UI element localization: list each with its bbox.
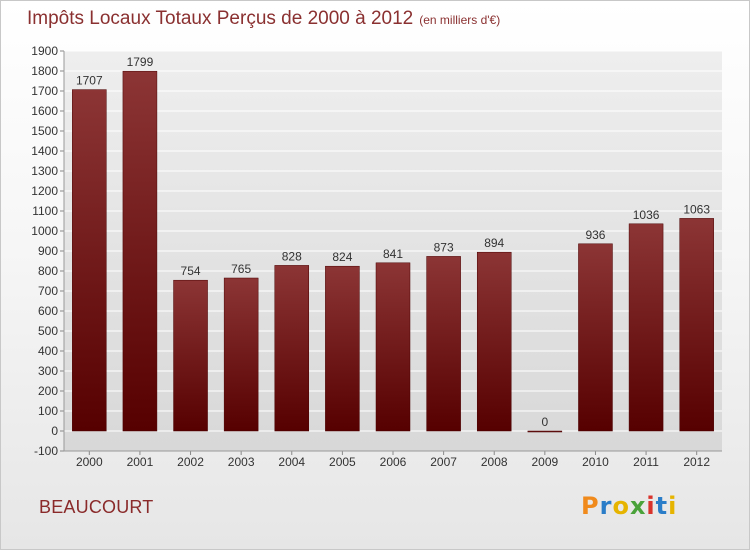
y-tick-label: 300 — [38, 364, 58, 378]
bar-2000 — [72, 89, 107, 432]
data-label-2003: 765 — [231, 262, 251, 276]
data-label-2000: 1707 — [76, 74, 103, 88]
y-tick-label: -100 — [34, 444, 58, 458]
data-label-2007: 873 — [434, 240, 454, 254]
x-tick-label-2007: 2007 — [430, 455, 457, 469]
x-tick-label-2006: 2006 — [380, 455, 407, 469]
location-label: BEAUCOURT — [39, 497, 154, 517]
data-label-2006: 841 — [383, 247, 403, 261]
x-tick-label-2001: 2001 — [127, 455, 154, 469]
bar-2010 — [578, 243, 613, 432]
x-tick-label-2000: 2000 — [76, 455, 103, 469]
bar-2005 — [325, 265, 360, 432]
x-tick-label-2004: 2004 — [278, 455, 305, 469]
chart-unit: (en milliers d'€) — [419, 13, 501, 27]
x-tick-label-2002: 2002 — [177, 455, 204, 469]
data-label-2009: 0 — [542, 415, 549, 429]
data-label-2002: 754 — [181, 264, 201, 278]
bar-2009 — [527, 430, 563, 433]
bar-2012 — [679, 218, 714, 432]
data-label-2010: 936 — [585, 228, 605, 242]
data-label-2008: 894 — [484, 236, 504, 250]
bar-2007 — [426, 256, 461, 432]
y-tick-label: 600 — [38, 304, 58, 318]
y-tick-label: 1200 — [31, 184, 58, 198]
data-label-2004: 828 — [282, 249, 302, 263]
chart-title: Impôts Locaux Totaux Perçus de 2000 à 20… — [27, 8, 500, 30]
y-tick-label: 200 — [38, 384, 58, 398]
y-tick-label: 1000 — [31, 224, 58, 238]
y-tick-label: 1300 — [31, 164, 58, 178]
y-tick-label: 1500 — [31, 124, 58, 138]
bar-2006 — [375, 262, 411, 432]
bar-2008 — [476, 251, 512, 432]
x-tick-label-2009: 2009 — [531, 455, 558, 469]
y-tick-label: 800 — [38, 264, 58, 278]
chart-title-text: Impôts Locaux Totaux Perçus de 2000 à 20… — [27, 8, 414, 29]
x-tick-label-2003: 2003 — [228, 455, 255, 469]
y-tick-label: 1900 — [31, 44, 58, 58]
y-tick-label: 1600 — [31, 104, 58, 118]
bar-2011 — [628, 223, 664, 432]
data-label-2011: 1036 — [633, 208, 660, 222]
bar-2002 — [173, 279, 208, 432]
x-tick-label-2005: 2005 — [329, 455, 356, 469]
y-tick-label: 1700 — [31, 84, 58, 98]
y-tick-label: 500 — [38, 324, 58, 338]
x-tick-label-2012: 2012 — [683, 455, 710, 469]
y-tick-label: 900 — [38, 244, 58, 258]
y-tick-label: 1800 — [31, 64, 58, 78]
proxiti-logo: Proxiti — [581, 492, 678, 520]
bar-2003 — [223, 277, 259, 432]
y-tick-label: 0 — [51, 424, 58, 438]
y-tick-label: 100 — [38, 404, 58, 418]
bar-2004 — [274, 265, 310, 432]
data-label-2012: 1063 — [683, 202, 710, 216]
x-tick-label-2011: 2011 — [633, 455, 659, 469]
y-tick-label: 1100 — [32, 204, 58, 218]
y-tick-label: 700 — [38, 284, 58, 298]
x-tick-label-2010: 2010 — [582, 455, 609, 469]
data-label-2005: 824 — [332, 250, 352, 264]
x-tick-label-2008: 2008 — [481, 455, 508, 469]
bar-2001 — [122, 70, 158, 432]
y-tick-label: 1400 — [31, 144, 58, 158]
y-tick-label: 400 — [38, 344, 58, 358]
data-label-2001: 1799 — [127, 55, 154, 69]
